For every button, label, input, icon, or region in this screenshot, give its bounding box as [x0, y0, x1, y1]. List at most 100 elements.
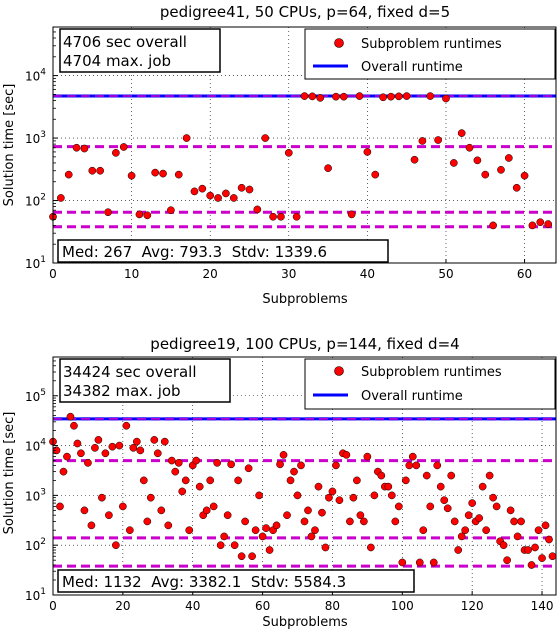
- x-tick-label: 40: [185, 599, 200, 613]
- data-points: [49, 92, 552, 230]
- data-point: [143, 211, 152, 220]
- data-point: [426, 502, 435, 511]
- data-point: [115, 441, 124, 450]
- data-point: [244, 464, 253, 473]
- data-point: [70, 421, 78, 430]
- data-point: [541, 521, 550, 530]
- stats-box: Med: 1132 Avg: 3382.1 Stdv: 5584.3: [57, 569, 415, 593]
- data-point: [457, 129, 466, 137]
- data-point: [181, 476, 190, 485]
- info-max-job: 34382 max. job: [63, 382, 181, 400]
- data-point: [293, 491, 302, 500]
- data-point: [297, 461, 305, 470]
- x-tick-label: 120: [461, 599, 484, 613]
- data-point: [528, 221, 537, 230]
- subplot-pedigree41: pedigree41, 50 CPUs, p=64, fixed d=5 Sub…: [2, 3, 557, 307]
- data-point: [506, 506, 515, 515]
- data-point: [440, 496, 449, 505]
- data-point: [346, 517, 354, 526]
- data-point: [84, 458, 92, 467]
- data-point: [419, 526, 428, 535]
- data-point: [245, 185, 254, 194]
- data-point: [262, 524, 270, 532]
- data-point: [349, 493, 358, 502]
- data-point: [258, 532, 267, 541]
- data-point: [101, 449, 110, 458]
- data-point: [206, 191, 215, 200]
- data-point: [412, 461, 421, 470]
- data-point: [447, 471, 456, 480]
- data-point: [284, 148, 293, 157]
- data-point: [56, 502, 64, 511]
- data-point: [308, 92, 317, 101]
- data-point: [222, 189, 230, 198]
- data-point: [499, 541, 508, 550]
- data-point: [290, 467, 298, 476]
- data-point: [198, 184, 207, 193]
- data-point: [307, 532, 316, 541]
- data-point: [171, 467, 180, 476]
- data-points: [49, 412, 557, 569]
- data-point: [481, 170, 490, 179]
- data-point: [464, 511, 473, 520]
- data-point: [316, 94, 325, 102]
- data-point: [482, 526, 490, 535]
- data-point: [434, 136, 442, 144]
- y-axis-label: Solution time [sec]: [2, 84, 17, 207]
- data-point: [513, 532, 522, 541]
- data-point: [292, 212, 301, 221]
- legend-entry-overall: Overall runtime: [361, 60, 463, 75]
- data-point: [342, 451, 351, 459]
- data-point: [96, 166, 105, 175]
- data-point: [72, 143, 81, 152]
- data-point: [143, 517, 152, 526]
- data-point: [195, 482, 204, 491]
- data-point: [94, 436, 103, 444]
- data-point: [214, 194, 222, 202]
- info-box: 34424 sec overall 34382 max. job: [59, 358, 231, 403]
- data-point: [401, 476, 410, 485]
- data-point: [503, 556, 511, 565]
- data-point: [475, 514, 484, 522]
- data-point: [520, 171, 529, 180]
- y-tick-label: 104: [25, 68, 46, 84]
- data-point: [367, 543, 375, 552]
- data-point: [545, 535, 553, 544]
- data-point: [164, 521, 173, 530]
- data-point: [377, 471, 386, 480]
- data-point: [132, 437, 141, 446]
- legend-entry-overall: Overall runtime: [361, 389, 463, 404]
- data-point: [512, 183, 521, 192]
- data-point: [167, 206, 175, 215]
- data-point: [159, 169, 167, 178]
- y-tick-label: 105: [25, 388, 46, 404]
- data-point: [510, 517, 518, 526]
- data-point: [206, 476, 215, 485]
- data-point: [405, 461, 414, 470]
- x-tick-label: 60: [255, 599, 270, 613]
- data-point: [370, 491, 379, 500]
- data-point: [527, 561, 536, 569]
- data-point: [410, 155, 419, 164]
- stats-text: Med: 1132 Avg: 3382.1 Stdv: 5584.3: [62, 573, 346, 591]
- data-point: [473, 156, 482, 165]
- data-point: [174, 170, 183, 179]
- x-tick-label: 40: [360, 267, 375, 281]
- data-point: [300, 92, 309, 100]
- data-point: [216, 541, 225, 550]
- data-point: [355, 92, 364, 100]
- data-point: [454, 546, 463, 554]
- data-point: [394, 502, 403, 511]
- data-point: [223, 511, 232, 520]
- data-point: [234, 476, 242, 485]
- data-point: [269, 212, 277, 221]
- data-point: [387, 92, 395, 101]
- data-point: [227, 460, 235, 469]
- data-point: [356, 511, 365, 520]
- data-point: [185, 526, 194, 535]
- data-point: [261, 134, 270, 142]
- data-point: [536, 218, 545, 227]
- data-point: [160, 437, 169, 446]
- x-tick-label: 60: [517, 267, 532, 281]
